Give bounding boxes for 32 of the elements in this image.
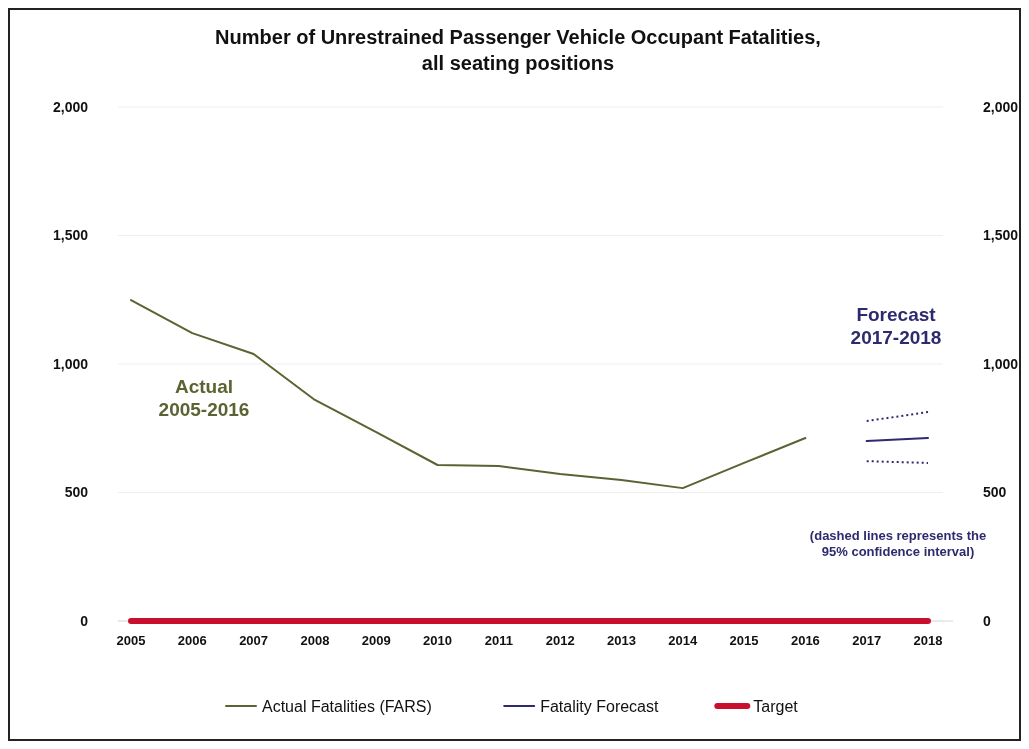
y2-tick-label: 2,000 bbox=[983, 98, 1019, 115]
x-tick-label: 2017 bbox=[852, 633, 882, 648]
x-tick-label: 2010 bbox=[423, 633, 452, 648]
legend-label: Fatality Forecast bbox=[540, 697, 660, 715]
chart-title: Number of Unrestrained Passenger Vehicle Occupant Fatalities, all seating positions bbox=[215, 26, 821, 74]
annotation: (dashed lines represents the 95% confidence interval) bbox=[809, 528, 987, 559]
legend-label: Actual Fatalities (FARS) bbox=[262, 697, 432, 715]
x-tick-label: 2005 bbox=[116, 633, 146, 648]
x-tick-label: 2012 bbox=[545, 633, 575, 648]
y-tick-label: 0 bbox=[80, 612, 89, 629]
y2-tick-label: 1,500 bbox=[983, 227, 1019, 244]
y-tick-label: 500 bbox=[64, 484, 89, 501]
x-tick-label: 2007 bbox=[239, 633, 269, 648]
x-tick-label: 2008 bbox=[300, 633, 330, 648]
x-tick-label: 2011 bbox=[484, 633, 513, 648]
x-tick-label: 2015 bbox=[729, 633, 759, 648]
x-tick-label: 2013 bbox=[607, 633, 636, 648]
line-series bbox=[130, 299, 807, 490]
legend-label: Target bbox=[753, 697, 799, 715]
x-tick-label: 2016 bbox=[790, 633, 820, 648]
annotation: Forecast 2017-2018 bbox=[850, 304, 942, 348]
x-tick-label: 2006 bbox=[177, 633, 207, 648]
x-tick-label: 2009 bbox=[361, 633, 391, 648]
y2-tick-label: 500 bbox=[983, 484, 1007, 501]
y2-tick-label: 1,000 bbox=[983, 355, 1019, 372]
y-tick-label: 2,000 bbox=[52, 98, 89, 115]
y-tick-label: 1,000 bbox=[52, 355, 89, 372]
annotation: Actual 2005-2016 bbox=[158, 376, 250, 420]
x-tick-label: 2018 bbox=[913, 633, 943, 648]
y2-tick-label: 0 bbox=[983, 612, 991, 629]
y-tick-label: 1,500 bbox=[52, 227, 89, 244]
x-tick-label: 2014 bbox=[668, 633, 698, 648]
